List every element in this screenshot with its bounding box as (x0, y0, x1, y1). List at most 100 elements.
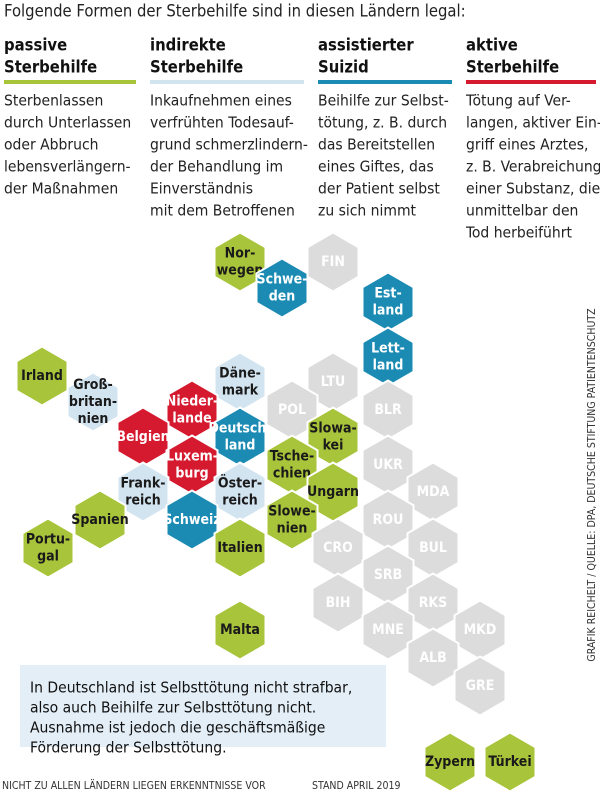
column-heading: passive (4, 36, 67, 55)
note-line: also auch Beihilfe zur Selbsttötung nich… (30, 699, 316, 717)
country-label: land (373, 358, 404, 374)
country-label: Malta (220, 622, 260, 638)
column-description: Inkaufnehmen eines (150, 92, 292, 110)
country-label: Irland (21, 368, 63, 384)
column-description: einer Substanz, die (466, 180, 600, 198)
country-label: ALB (419, 650, 446, 666)
country-label: reich (222, 493, 258, 509)
note-line: In Deutschland ist Selbsttötung nicht st… (30, 679, 352, 697)
column-description: grund schmerzlindern- (150, 136, 308, 154)
column-description: das Bereitstellen (318, 136, 435, 154)
country-label: land (225, 438, 256, 454)
footnote: NICHT ZU ALLEN LÄNDERN LIEGEN ERKENNTNIS… (2, 779, 266, 792)
date: STAND APRIL 2019 (312, 780, 401, 792)
column-description: unmittelbar den (466, 202, 578, 220)
column-description: langen, aktiver Ein- (466, 114, 600, 132)
column-description: Beihilfe zur Selbst- (318, 92, 449, 110)
country-label: burg (175, 466, 208, 482)
country-label: nien (277, 521, 308, 537)
country-label: Däne- (219, 366, 261, 382)
country-hex (116, 461, 170, 523)
country-label: SRB (374, 567, 402, 583)
column-heading: Sterbehilfe (150, 58, 243, 77)
country-label: CRO (323, 540, 353, 556)
country-label: wegen (217, 263, 264, 279)
country-label: nien (78, 411, 109, 427)
country-label: Ungarn (307, 484, 359, 500)
country-label: LTU (321, 374, 346, 390)
column-rule (150, 80, 304, 84)
country-label: FIN (321, 254, 345, 270)
country-label: Zypern (425, 754, 475, 770)
country-label: Italien (217, 540, 262, 556)
country-label: lande (172, 411, 211, 427)
country-hex (453, 655, 507, 717)
column-heading: Sterbehilfe (4, 58, 97, 77)
country-label: Frank- (121, 476, 166, 492)
country-hex (213, 231, 267, 293)
column-description: verfrühten Todesauf- (150, 114, 294, 132)
column-description: durch Unterlassen (4, 114, 131, 132)
country-hex (73, 489, 127, 551)
country-label: ROU (373, 512, 404, 528)
country-label: Belgien (116, 429, 169, 445)
column-description: z. B. Verabreichung (466, 158, 600, 176)
country-hex (483, 731, 537, 793)
column-heading: aktive (466, 36, 518, 55)
column-description: Tod herbeiführt (465, 224, 572, 242)
country-label: mark (222, 383, 259, 399)
country-label: MDA (417, 484, 450, 500)
country-hex (311, 572, 365, 634)
column-description: der Behandlung im (150, 158, 283, 176)
country-label: MKD (464, 622, 497, 638)
column-rule (318, 80, 452, 84)
country-label: Lett- (371, 341, 405, 357)
country-hex (15, 345, 69, 407)
country-label: kei (323, 438, 344, 454)
note-line: Ausnahme ist jedoch die geschäftsmäßige (30, 719, 325, 737)
country-label: britan- (69, 394, 117, 410)
country-label: Slowe- (268, 504, 315, 520)
credit: GRAFIK REICHELT / QUELLE: DPA, DEUTSCHE … (586, 308, 598, 662)
column-description: tötung, z. B. durch (318, 114, 447, 132)
country-hex (165, 489, 219, 551)
column-description: der Patient selbst (318, 180, 440, 198)
column-rule (4, 80, 136, 84)
country-hex (406, 627, 460, 689)
country-label: reich (125, 493, 161, 509)
column-description: griff eines Arztes, (466, 136, 588, 154)
column-description: Einverständnis (150, 180, 253, 198)
country-label: BUL (419, 540, 447, 556)
country-label: GRE (466, 678, 495, 694)
country-label: Schwe- (257, 272, 308, 288)
note-line: Förderung der Selbsttötung. (30, 739, 227, 757)
title: Folgende Formen der Sterbehilfe sind in … (4, 2, 466, 21)
column-description: eines Giftes, das (318, 158, 434, 176)
column-description: Sterbenlassen (4, 92, 103, 110)
country-label: land (373, 303, 404, 319)
note-box (20, 665, 386, 747)
column-description: Tötung auf Ver- (465, 92, 571, 110)
country-hex (213, 517, 267, 579)
column-description: oder Abbruch (4, 136, 98, 154)
country-label: RKS (419, 595, 448, 611)
country-label: Est- (374, 286, 401, 302)
column-heading: Suizid (318, 58, 369, 77)
country-label: Tsche- (270, 449, 314, 465)
country-hex (265, 489, 319, 551)
column-description: zu sich nimmt (318, 202, 417, 220)
column-description: mit dem Betroffenen (150, 202, 295, 220)
country-label: Portu- (26, 532, 70, 548)
country-label: Spanien (71, 512, 128, 528)
country-label: Nor- (225, 246, 256, 262)
country-label: MNE (372, 622, 404, 638)
country-label: gal (37, 549, 59, 565)
country-label: chien (273, 466, 311, 482)
country-label: den (269, 289, 296, 305)
country-label: Nieder- (166, 394, 218, 410)
country-label: Deutsch- (208, 421, 271, 437)
country-label: BLR (374, 402, 402, 418)
country-label: UKR (373, 457, 403, 473)
country-label: POL (278, 402, 306, 418)
